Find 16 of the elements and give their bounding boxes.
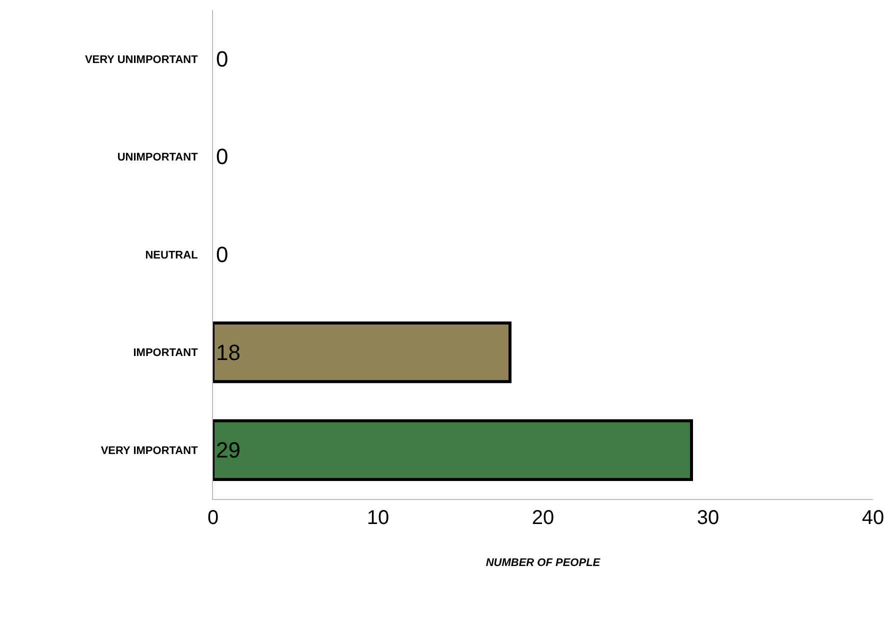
x-axis-title: NUMBER OF PEOPLE bbox=[486, 557, 601, 570]
data-label: 0 bbox=[216, 242, 228, 267]
y-tick-label: IMPORTANT bbox=[133, 347, 198, 360]
x-tick-label: 0 bbox=[207, 507, 219, 529]
x-tick-label: 10 bbox=[366, 507, 390, 529]
y-tick-label: UNIMPORTANT bbox=[117, 152, 198, 164]
data-label: 18 bbox=[216, 340, 240, 365]
x-tick-label: 20 bbox=[532, 507, 554, 529]
data-label: 29 bbox=[216, 438, 240, 463]
data-label: 0 bbox=[216, 144, 228, 170]
x-tick-label: 30 bbox=[696, 507, 720, 529]
y-tick-label: VERY UNIMPORTANT bbox=[84, 54, 198, 66]
y-tick-label: NEUTRAL bbox=[145, 249, 198, 262]
data-label: 0 bbox=[216, 46, 228, 72]
x-tick-label: 40 bbox=[862, 507, 884, 529]
y-tick-label: VERY IMPORTANT bbox=[100, 444, 198, 457]
